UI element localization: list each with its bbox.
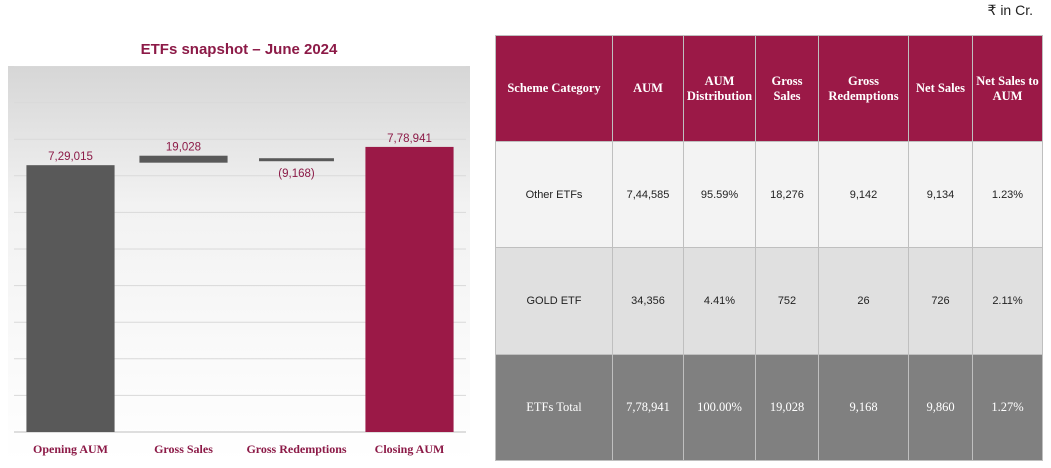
data-label: 7,78,941 [387, 133, 432, 145]
table-cell: 9,142 [818, 140, 909, 249]
column-header: Net Sales to AUM [972, 35, 1043, 142]
data-label: 19,028 [166, 142, 201, 154]
column-header: AUM Distribution [683, 35, 756, 142]
column-header: Gross Redemptions [818, 35, 909, 142]
table-row: ETFs Total 7,78,941 100.00% 19,028 9,168 9,86… [495, 353, 1043, 462]
chart-title: ETFs snapshot – June 2024 [140, 41, 338, 58]
table-cell: 100.00% [683, 353, 756, 462]
table-cell: ETFs Total [495, 353, 613, 462]
column-header: Scheme Category [495, 35, 613, 142]
etf-summary-table: Scheme Category AUM AUM Distribution Gross … [495, 35, 1043, 462]
table-cell: 752 [755, 247, 819, 355]
column-header: Net Sales [908, 35, 973, 142]
table-cell: Other ETFs [495, 140, 613, 249]
data-label: 7,29,015 [48, 151, 93, 163]
table-cell: 2.11% [972, 247, 1043, 355]
table-cell: 9,168 [818, 353, 909, 462]
table-cell: 726 [908, 247, 973, 355]
table-row: GOLD ETF 34,356 4.41% 752 26 726 2.11% [495, 247, 1043, 355]
category-label: Closing AUM [375, 442, 445, 456]
bar-closing-aum [365, 146, 454, 432]
table-cell: 34,356 [612, 247, 684, 355]
table-cell: 4.41% [683, 247, 756, 355]
table-cell: 7,44,585 [612, 140, 684, 249]
column-header: Gross Sales [755, 35, 819, 142]
table-cell: 1.23% [972, 140, 1043, 249]
data-label: (9,168) [278, 168, 315, 180]
table-cell: 9,860 [908, 353, 973, 462]
table-cell: 18,276 [755, 140, 819, 249]
table-cell: 7,78,941 [612, 353, 684, 462]
waterfall-chart: 7,29,015 19,028 (9,168) 7,78,941 Opening AU… [8, 66, 470, 462]
unit-note: ₹ in Cr. [987, 2, 1033, 18]
table-cell: 19,028 [755, 353, 819, 462]
bar-gross-redemptions [259, 158, 334, 162]
table-cell: 95.59% [683, 140, 756, 249]
category-label: Opening AUM [33, 442, 108, 456]
column-header: AUM [612, 35, 684, 142]
table-cell: 26 [818, 247, 909, 355]
table-header-row: Scheme Category AUM AUM Distribution Gross … [495, 35, 1043, 142]
bar-opening-aum [26, 165, 115, 432]
table-cell: GOLD ETF [495, 247, 613, 355]
table-row: Other ETFs 7,44,585 95.59% 18,276 9,142 9,134… [495, 140, 1043, 249]
category-label: Gross Redemptions [246, 442, 346, 456]
table-cell: 9,134 [908, 140, 973, 249]
bar-gross-sales [139, 155, 228, 163]
category-label: Gross Sales [154, 442, 213, 456]
table-cell: 1.27% [972, 353, 1043, 462]
